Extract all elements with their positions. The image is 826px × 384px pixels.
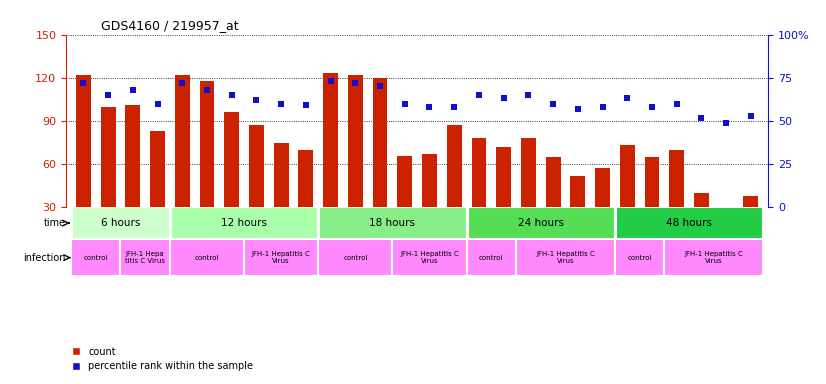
Text: JFH-1 Hepatitis C
Virus: JFH-1 Hepatitis C Virus	[685, 251, 743, 264]
Point	[349, 80, 362, 86]
Bar	[392, 239, 467, 276]
Bar	[743, 196, 758, 250]
Bar	[71, 239, 121, 276]
Bar	[615, 207, 763, 239]
Bar	[546, 157, 561, 250]
Bar	[126, 105, 140, 250]
Bar	[496, 147, 511, 250]
Text: GDS4160 / 219957_at: GDS4160 / 219957_at	[102, 19, 239, 32]
Bar	[101, 106, 116, 250]
Bar	[472, 138, 487, 250]
Bar	[644, 157, 659, 250]
Bar	[298, 150, 313, 250]
Point	[522, 92, 535, 98]
Text: control: control	[479, 255, 504, 261]
Bar	[571, 176, 586, 250]
Point	[497, 95, 510, 101]
Bar	[620, 146, 634, 250]
Point	[225, 92, 239, 98]
Bar	[373, 78, 387, 250]
Point	[77, 80, 90, 86]
Bar	[669, 150, 684, 250]
Bar	[150, 131, 165, 250]
Point	[423, 104, 436, 110]
Point	[151, 101, 164, 107]
Bar	[175, 75, 190, 250]
Bar	[447, 125, 462, 250]
Bar	[170, 239, 244, 276]
Point	[274, 101, 287, 107]
Text: JFH-1 Hepatitis C
Virus: JFH-1 Hepatitis C Virus	[252, 251, 311, 264]
Point	[596, 104, 609, 110]
Bar	[225, 112, 240, 250]
Point	[176, 80, 189, 86]
Bar	[516, 239, 615, 276]
Bar	[200, 81, 215, 250]
Text: control: control	[628, 255, 652, 261]
Point	[645, 104, 658, 110]
Bar	[71, 207, 170, 239]
Text: 6 hours: 6 hours	[101, 218, 140, 228]
Point	[695, 114, 708, 121]
Point	[670, 101, 683, 107]
Text: JFH-1 Hepa
titis C Virus: JFH-1 Hepa titis C Virus	[126, 251, 165, 264]
Point	[249, 97, 263, 103]
Point	[572, 106, 585, 112]
Bar	[318, 207, 467, 239]
Point	[398, 101, 411, 107]
Bar	[422, 154, 437, 250]
Point	[126, 87, 140, 93]
Text: 48 hours: 48 hours	[666, 218, 712, 228]
Point	[448, 104, 461, 110]
Text: control: control	[343, 255, 368, 261]
Point	[472, 92, 486, 98]
Text: control: control	[195, 255, 219, 261]
Bar	[719, 207, 733, 250]
Bar	[318, 239, 392, 276]
Text: JFH-1 Hepatitis C
Virus: JFH-1 Hepatitis C Virus	[536, 251, 595, 264]
Bar	[467, 239, 516, 276]
Bar	[323, 73, 338, 250]
Point	[324, 78, 337, 84]
Bar	[76, 75, 91, 250]
Bar	[249, 125, 263, 250]
Text: 12 hours: 12 hours	[221, 218, 267, 228]
Bar	[521, 138, 536, 250]
Text: time: time	[44, 218, 66, 228]
Bar	[170, 207, 318, 239]
Bar	[244, 239, 318, 276]
Legend: count, percentile rank within the sample: count, percentile rank within the sample	[71, 347, 254, 371]
Text: JFH-1 Hepatitis C
Virus: JFH-1 Hepatitis C Virus	[400, 251, 459, 264]
Bar	[664, 239, 763, 276]
Bar	[694, 193, 709, 250]
Point	[201, 87, 214, 93]
Bar	[467, 207, 615, 239]
Text: control: control	[83, 255, 108, 261]
Text: infection: infection	[24, 253, 66, 263]
Bar	[595, 169, 610, 250]
Point	[373, 83, 387, 89]
Bar	[273, 142, 288, 250]
Point	[744, 113, 757, 119]
Point	[620, 95, 634, 101]
Point	[719, 120, 733, 126]
Bar	[348, 75, 363, 250]
Point	[299, 103, 312, 109]
Point	[547, 101, 560, 107]
Bar	[397, 156, 412, 250]
Text: 18 hours: 18 hours	[369, 218, 415, 228]
Bar	[615, 239, 664, 276]
Bar	[121, 239, 170, 276]
Text: 24 hours: 24 hours	[518, 218, 563, 228]
Point	[102, 92, 115, 98]
